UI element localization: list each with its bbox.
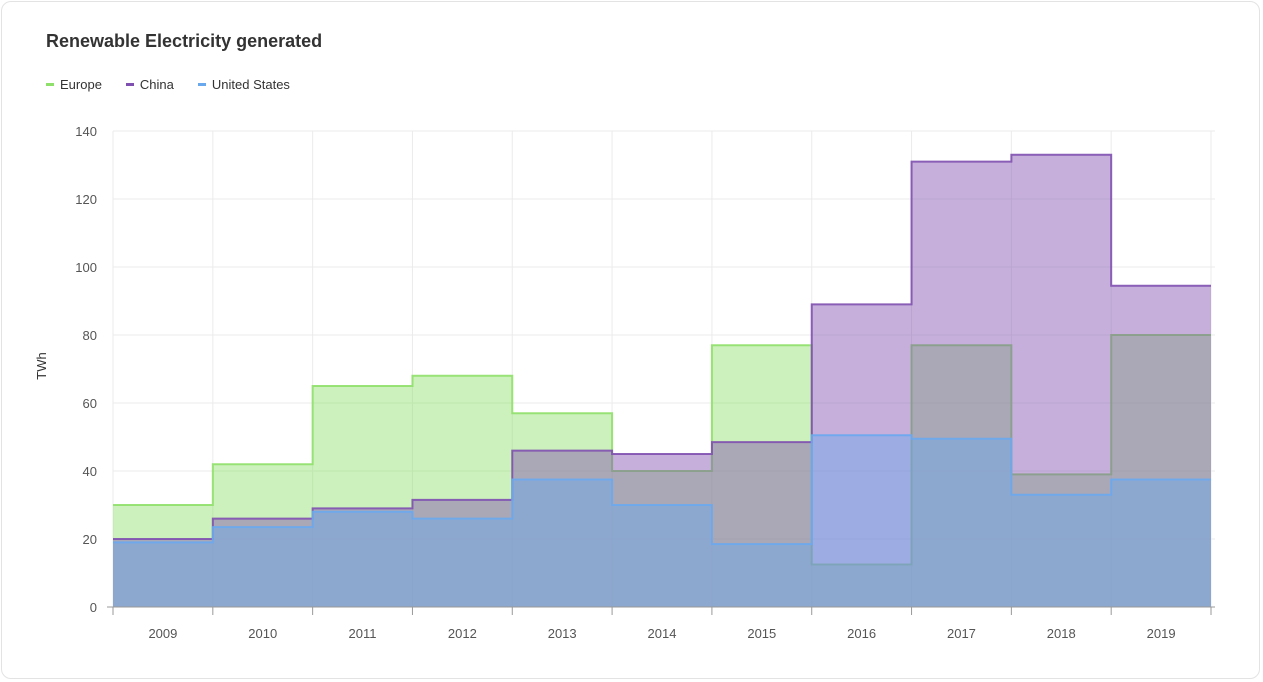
- x-tick-label: 2009: [148, 626, 177, 641]
- y-tick-label: 140: [75, 124, 97, 139]
- legend-label: China: [139, 77, 174, 92]
- y-tick-label: 0: [90, 600, 97, 615]
- x-tick-label: 2012: [448, 626, 477, 641]
- legend-item-united-states[interactable]: United States: [197, 77, 290, 92]
- y-tick-label: 80: [83, 328, 97, 343]
- x-tick-label: 2017: [947, 626, 976, 641]
- x-tick-label: 2014: [648, 626, 677, 641]
- chart-title: Renewable Electricity generated: [46, 31, 323, 51]
- legend-item-china[interactable]: China: [125, 77, 174, 92]
- series-area-united-states: [113, 435, 1211, 607]
- x-tick-label: 2018: [1047, 626, 1076, 641]
- x-tick-label: 2013: [548, 626, 577, 641]
- series-area-china: [113, 154, 1211, 608]
- legend-item-europe[interactable]: Europe: [46, 77, 102, 92]
- y-tick-label: 100: [75, 260, 97, 275]
- x-tick-label: 2015: [747, 626, 776, 641]
- legend-swatch: [46, 83, 54, 86]
- legend-swatch: [197, 83, 206, 86]
- series-line-europe: [113, 334, 1211, 566]
- y-tick-label: 20: [83, 532, 97, 547]
- y-tick-label: 60: [83, 396, 97, 411]
- legend-swatch: [125, 83, 134, 86]
- y-axis-title: TWh: [34, 352, 49, 379]
- series-line-united-states: [113, 434, 1211, 546]
- chart-legend: Europe China United States: [46, 77, 290, 92]
- x-tick-label: 2019: [1147, 626, 1176, 641]
- x-tick-label: 2010: [248, 626, 277, 641]
- y-tick-label: 120: [75, 192, 97, 207]
- x-tick-label: 2011: [349, 626, 377, 641]
- x-tick-label: 2016: [847, 626, 876, 641]
- legend-label: Europe: [60, 77, 102, 92]
- legend-label: United States: [211, 77, 290, 92]
- y-tick-label: 40: [83, 464, 97, 479]
